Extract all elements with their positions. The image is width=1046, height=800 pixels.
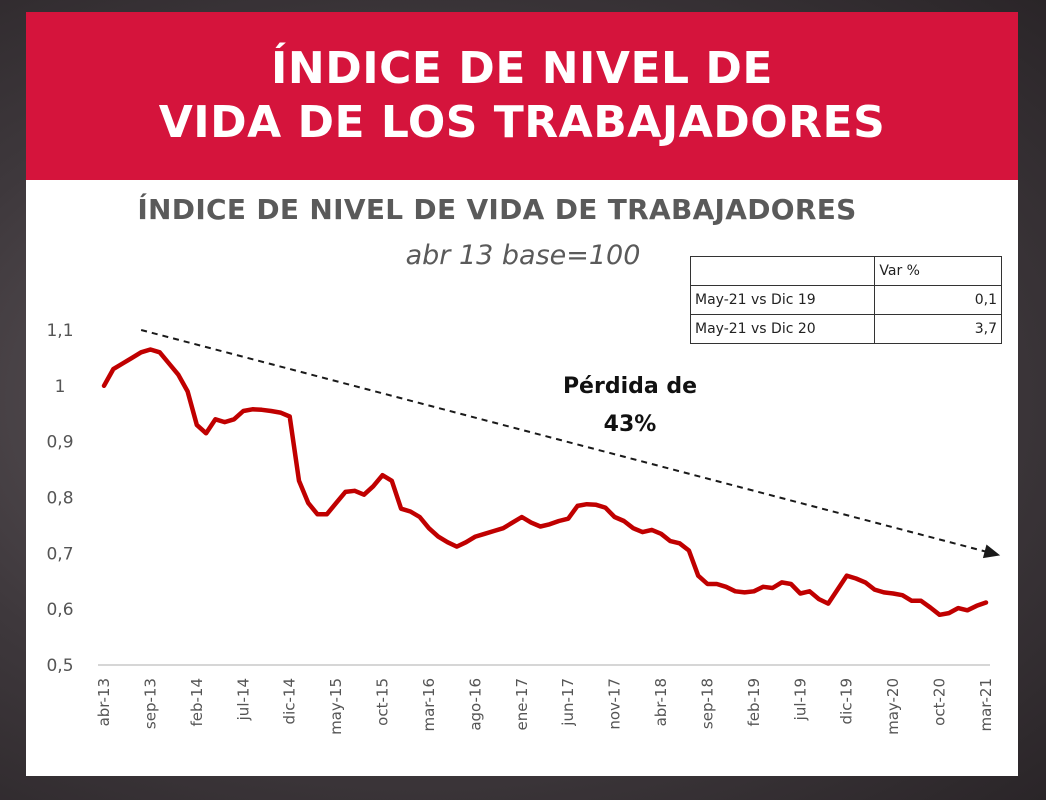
table-row-value: 3,7 — [874, 314, 1002, 344]
banner-title-line-2: VIDA DE LOS TRABAJADORES — [158, 97, 886, 148]
chart-title: ÍNDICE DE NIVEL DE VIDA DE TRABAJADORES — [137, 193, 857, 226]
x-tick-label: abr-13 — [95, 678, 113, 726]
x-tick-label: ago-16 — [466, 678, 484, 731]
y-tick-label: 0,7 — [46, 544, 73, 564]
x-tick-label: mar-16 — [420, 678, 438, 732]
x-tick-label: oct-20 — [931, 678, 949, 726]
table-header-row: Var % — [689, 256, 1002, 286]
x-tick-label: jul-14 — [234, 678, 252, 721]
x-tick-label: may-15 — [327, 678, 345, 735]
x-tick-label: sep-13 — [141, 678, 159, 729]
y-tick-label: 0,6 — [46, 600, 73, 620]
y-tick-label: 1 — [55, 377, 66, 397]
table-row-label: May-21 vs Dic 20 — [689, 314, 876, 344]
banner-title-line-1: ÍNDICE DE NIVEL DE — [271, 43, 773, 94]
variation-table: Var % May-21 vs Dic 19 0,1 May-21 vs Dic… — [689, 256, 1002, 344]
table-row-label: May-21 vs Dic 19 — [689, 285, 876, 315]
x-tick-label: dic-19 — [838, 678, 856, 724]
table-row: May-21 vs Dic 19 0,1 — [689, 285, 1002, 315]
table-header-empty-cell — [689, 256, 876, 286]
loss-annotation-line-1: Pérdida de — [562, 374, 698, 399]
loss-annotation: Pérdida de 43% — [560, 368, 700, 444]
x-tick-label: feb-14 — [188, 678, 206, 727]
y-tick-label: 0,5 — [46, 656, 73, 676]
chart-subtitle: abr 13 base=100 — [405, 240, 641, 271]
x-tick-label: oct-15 — [374, 678, 392, 726]
series-line — [101, 347, 989, 618]
x-tick-label: dic-14 — [281, 678, 299, 724]
loss-annotation-line-2: 43% — [603, 412, 657, 437]
x-tick-label: mar-21 — [977, 678, 995, 732]
y-tick-label: 1,1 — [46, 321, 73, 341]
header-banner: ÍNDICE DE NIVEL DE VIDA DE LOS TRABAJADO… — [26, 12, 1018, 180]
table-row: May-21 vs Dic 20 3,7 — [689, 314, 1002, 344]
x-tick-label: jun-17 — [559, 678, 577, 727]
trend-arrow-head — [982, 544, 1001, 559]
y-tick-label: 0,8 — [46, 489, 73, 509]
x-tick-label: sep-18 — [698, 678, 716, 729]
x-tick-label: ene-17 — [513, 678, 531, 730]
x-tick-label: nov-17 — [606, 678, 624, 730]
x-tick-label: abr-18 — [652, 678, 670, 726]
x-tick-label: may-20 — [884, 678, 902, 735]
table-header-var: Var % — [874, 256, 1002, 286]
x-tick-label: feb-19 — [745, 678, 763, 727]
y-tick-label: 0,9 — [46, 433, 73, 453]
table-row-value: 0,1 — [874, 285, 1002, 315]
trend-arrow-line — [140, 329, 989, 554]
x-tick-label: jul-19 — [791, 678, 809, 721]
